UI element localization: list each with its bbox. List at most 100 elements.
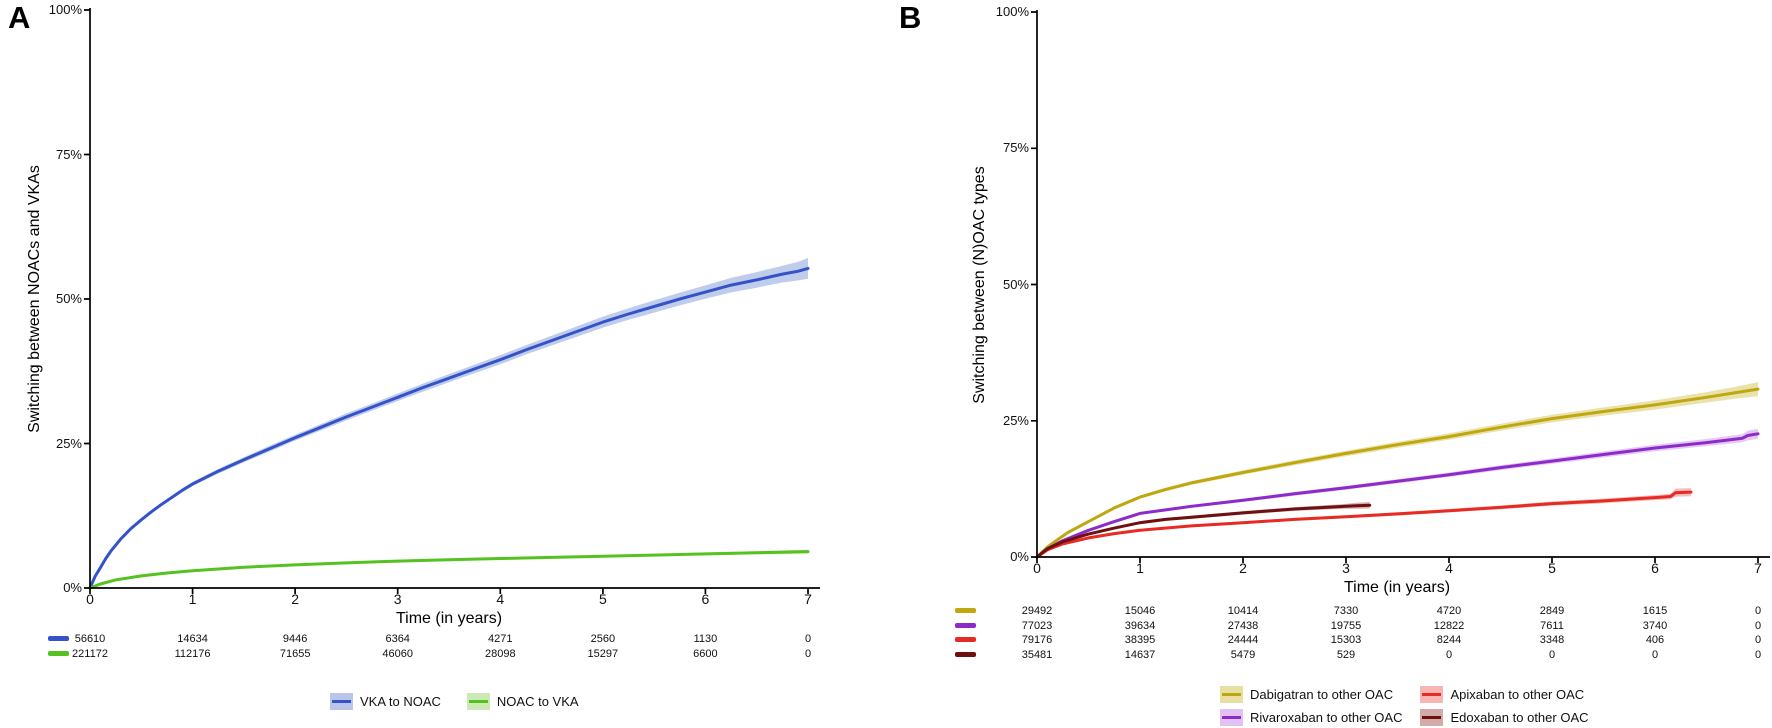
legend-label: Dabigatran to other OAC bbox=[1250, 687, 1394, 702]
curve-vka-to-noac bbox=[88, 266, 810, 590]
risk-count: 4720 bbox=[1436, 605, 1462, 617]
risk-count: 35481 bbox=[1021, 649, 1053, 661]
panel-a-legend: VKA to NOAC NOAC to VKA bbox=[330, 693, 579, 710]
risk-row-swatch-rivaroxaban-to-other-oac bbox=[955, 623, 976, 628]
curve-noac-to-vka bbox=[88, 550, 810, 590]
risk-count: 3348 bbox=[1539, 634, 1565, 646]
risk-count: 221172 bbox=[72, 648, 108, 660]
x-tick-label: 0 bbox=[1033, 560, 1041, 576]
risk-count: 406 bbox=[1645, 634, 1665, 646]
legend-key-dabigatran bbox=[1220, 686, 1243, 703]
x-tick-label: 7 bbox=[1754, 560, 1762, 576]
x-tick-label: 1 bbox=[1136, 560, 1144, 576]
x-tick-label: 4 bbox=[496, 591, 505, 607]
risk-row-swatch-noac-to-vka bbox=[48, 651, 69, 656]
x-tick-label: 3 bbox=[1342, 560, 1350, 576]
curve-edoxaban-to-other-oac bbox=[1035, 503, 1372, 559]
x-tick-label: 6 bbox=[1651, 560, 1659, 576]
risk-count: 28098 bbox=[484, 648, 516, 660]
risk-count: 14634 bbox=[177, 633, 208, 645]
x-tick-label: 6 bbox=[701, 591, 710, 607]
legend-item-edoxaban: Edoxaban to other OAC bbox=[1420, 709, 1589, 726]
risk-count: 24444 bbox=[1227, 634, 1259, 646]
legend-item-apixaban: Apixaban to other OAC bbox=[1420, 686, 1588, 703]
y-tick-label: 25% bbox=[55, 435, 82, 451]
risk-count: 71655 bbox=[279, 648, 311, 660]
curve-rivaroxaban-to-other-oac bbox=[1035, 432, 1760, 559]
ci-band-rivaroxaban-to-other-oac bbox=[1037, 428, 1758, 557]
risk-row-swatch-dabigatran-to-other-oac bbox=[955, 608, 976, 613]
legend-key-vka-to-noac bbox=[330, 693, 353, 710]
risk-count: 2560 bbox=[590, 633, 616, 645]
y-tick-label: 0% bbox=[63, 580, 82, 595]
risk-row-swatch-vka-to-noac bbox=[48, 636, 69, 641]
risk-count: 12822 bbox=[1433, 620, 1465, 632]
risk-count: 46060 bbox=[382, 648, 413, 660]
panel-b-legend-col-2: Apixaban to other OAC Edoxaban to other … bbox=[1420, 686, 1589, 726]
panel-b-letter: B bbox=[899, 0, 922, 35]
legend-key-edoxaban bbox=[1420, 709, 1444, 726]
x-tick-label: 5 bbox=[598, 591, 607, 607]
panel-b-legend: Dabigatran to other OAC Rivaroxaban to o… bbox=[1220, 686, 1589, 726]
legend-label: Rivaroxaban to other OAC bbox=[1250, 710, 1403, 725]
risk-count: 112176 bbox=[174, 648, 211, 660]
risk-count: 0 bbox=[1548, 649, 1556, 661]
ci-band-vka-to-noac bbox=[90, 258, 808, 588]
risk-count: 5479 bbox=[1230, 649, 1256, 661]
panel-b-y-axis-title: Switching between (N)OAC types bbox=[971, 166, 988, 404]
x-tick-label: 2 bbox=[1239, 560, 1247, 576]
risk-count: 19755 bbox=[1330, 620, 1362, 632]
x-tick-label: 1 bbox=[188, 591, 197, 607]
risk-count: 0 bbox=[1651, 649, 1659, 661]
y-tick-label: 75% bbox=[1002, 140, 1029, 156]
legend-item-vka-to-noac: VKA to NOAC bbox=[330, 693, 441, 710]
panel-a-letter: A bbox=[8, 0, 31, 35]
x-tick-label: 0 bbox=[86, 591, 94, 607]
risk-count: 6600 bbox=[693, 648, 718, 660]
legend-label: Apixaban to other OAC bbox=[1450, 687, 1585, 702]
risk-count: 38395 bbox=[1124, 634, 1156, 646]
risk-count: 529 bbox=[1336, 649, 1356, 661]
risk-count: 1615 bbox=[1642, 605, 1668, 617]
risk-count: 1130 bbox=[693, 633, 718, 645]
risk-count: 79176 bbox=[1021, 634, 1053, 646]
risk-count: 29492 bbox=[1021, 605, 1053, 617]
curve-dabigatran-to-other-oac bbox=[1035, 387, 1760, 559]
risk-count: 27438 bbox=[1227, 620, 1259, 632]
y-tick-label: 25% bbox=[1002, 412, 1029, 428]
risk-count: 3740 bbox=[1642, 620, 1668, 632]
risk-count: 4271 bbox=[488, 633, 513, 645]
legend-item-dabigatran: Dabigatran to other OAC bbox=[1220, 686, 1402, 703]
y-tick-label: 50% bbox=[1002, 276, 1029, 292]
y-tick-label: 75% bbox=[55, 146, 82, 162]
risk-row-swatch-apixaban-to-other-oac bbox=[955, 637, 976, 642]
risk-count: 7330 bbox=[1333, 605, 1359, 617]
y-tick-label: 50% bbox=[55, 291, 82, 306]
risk-count: 0 bbox=[1754, 634, 1762, 646]
risk-count: 0 bbox=[1754, 605, 1762, 617]
risk-count: 2849 bbox=[1539, 605, 1565, 617]
risk-count: 15297 bbox=[587, 648, 619, 660]
risk-count: 10414 bbox=[1227, 605, 1259, 617]
risk-count: 0 bbox=[804, 633, 812, 645]
risk-count: 77023 bbox=[1021, 620, 1053, 632]
risk-count: 0 bbox=[804, 648, 812, 660]
legend-key-apixaban bbox=[1420, 686, 1444, 703]
legend-item-noac-to-vka: NOAC to VKA bbox=[466, 693, 579, 710]
risk-count: 56610 bbox=[74, 633, 106, 645]
risk-count: 6364 bbox=[385, 633, 410, 645]
risk-count: 15046 bbox=[1124, 605, 1156, 617]
x-tick-label: 2 bbox=[291, 591, 300, 607]
risk-count: 0 bbox=[1445, 649, 1453, 661]
legend-item-rivaroxaban: Rivaroxaban to other OAC bbox=[1220, 709, 1402, 726]
risk-count: 14637 bbox=[1124, 649, 1156, 661]
panel-b-legend-col-1: Dabigatran to other OAC Rivaroxaban to o… bbox=[1220, 686, 1402, 726]
risk-count: 39634 bbox=[1124, 620, 1156, 632]
legend-label: Edoxaban to other OAC bbox=[1450, 710, 1589, 725]
legend-label: NOAC to VKA bbox=[496, 694, 579, 709]
risk-count: 9446 bbox=[282, 633, 308, 645]
risk-row-swatch-edoxaban-to-other-oac bbox=[955, 652, 976, 657]
x-tick-label: 4 bbox=[1445, 560, 1453, 576]
